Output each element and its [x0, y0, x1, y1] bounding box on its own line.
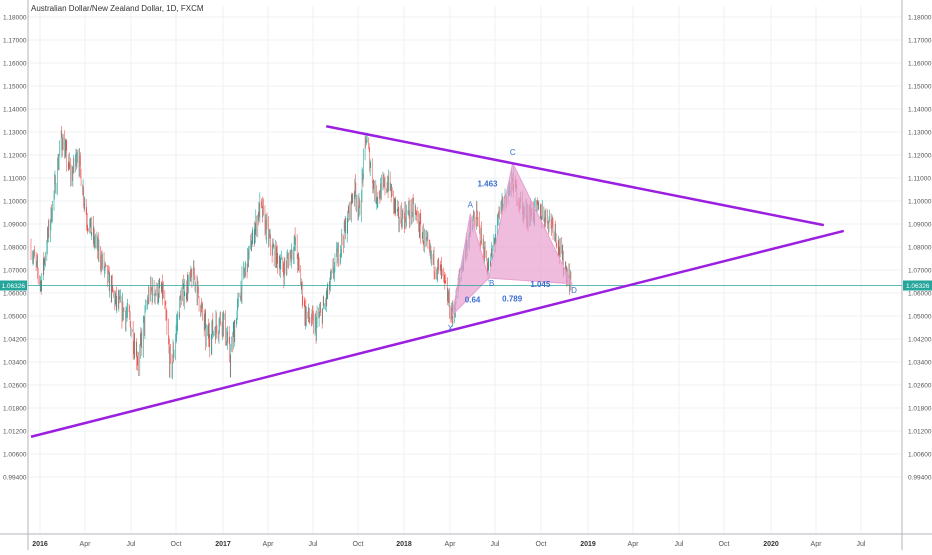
y-tick-label-left: 1.08000 — [3, 245, 27, 252]
y-tick-label-left: 1.11000 — [3, 176, 26, 183]
y-tick-label-right: 1.18000 — [908, 15, 932, 22]
x-tick-label: 2016 — [32, 541, 48, 548]
current-price-badge-right — [903, 280, 932, 291]
current-price-label-right: 1.06326 — [906, 283, 930, 290]
y-tick-label-left: 1.02600 — [3, 383, 27, 390]
y-tick-label-left: 1.15000 — [3, 84, 27, 91]
ratio-label-ac: 1.463 — [477, 179, 498, 188]
pattern-triangle-xab — [451, 213, 490, 317]
y-tick-label-right: 1.13000 — [908, 130, 932, 137]
y-tick-label-left: 1.13000 — [3, 130, 27, 137]
x-axis: 2016 Apr Jul Oct 2017 Apr Jul Oct 2018 Apr Jul Oct 2… — [32, 541, 866, 548]
y-tick-label-right: 1.15000 — [908, 84, 932, 91]
y-tick-label-left: 1.16000 — [3, 61, 27, 68]
ratio-label-xb: 0.64 — [465, 295, 481, 304]
pattern-labels: X A B C D 0.64 1.463 1.045 0.789 — [448, 148, 577, 333]
y-tick-label-left: 1.14000 — [3, 107, 27, 114]
y-tick-label-right: 1.02600 — [908, 383, 932, 390]
y-axis: 1.18000 1.18000 1.17000 1.17000 1.16000 1.160… — [0, 15, 932, 482]
x-tick-label: Apr — [811, 541, 823, 548]
pattern-point-b: B — [489, 279, 494, 288]
y-tick-label-right: 1.14000 — [908, 107, 932, 114]
y-tick-label-right: 1.17000 — [908, 38, 932, 45]
x-tick-label: Oct — [171, 541, 182, 548]
y-tick-label-right: 1.00600 — [908, 452, 932, 459]
y-tick-label-left: 1.17000 — [3, 38, 27, 45]
x-tick-label: Apr — [628, 541, 640, 548]
candles — [30, 125, 572, 380]
current-price-badge-left — [0, 280, 27, 291]
y-tick-label-right: 1.11000 — [908, 176, 931, 183]
trendline-lower — [30, 229, 845, 438]
y-tick-label-right: 1.01800 — [908, 406, 932, 413]
harmonic-pattern — [28, 161, 902, 317]
x-tick-label: Jul — [857, 541, 866, 548]
y-tick-label-right: 0.99400 — [908, 475, 932, 482]
y-tick-label-right: 1.05000 — [908, 314, 932, 321]
y-tick-label-right: 1.12000 — [908, 153, 932, 160]
y-tick-label-right: 1.07000 — [908, 268, 932, 275]
x-tick-label: Jul — [309, 541, 318, 548]
y-tick-label-left: 1.18000 — [3, 15, 27, 22]
x-tick-label: Oct — [353, 541, 364, 548]
y-tick-label-left: 1.05000 — [3, 314, 27, 321]
pattern-triangle-bcd — [488, 161, 573, 285]
x-tick-label: 2018 — [396, 541, 412, 548]
x-tick-label: Jul — [675, 541, 684, 548]
x-tick-label: Apr — [445, 541, 457, 548]
y-tick-label-right: 1.06000 — [908, 291, 932, 298]
y-tick-label-left: 1.03400 — [3, 360, 27, 367]
pattern-point-x: X — [448, 324, 454, 333]
y-tick-label-left: 1.09000 — [3, 222, 27, 229]
pattern-point-a: A — [468, 201, 474, 210]
x-tick-label: Oct — [536, 541, 547, 548]
y-tick-label-left: 1.07000 — [3, 268, 27, 275]
y-tick-label-left: 1.00600 — [3, 452, 27, 459]
y-tick-label-right: 1.04200 — [908, 337, 932, 344]
y-tick-label-left: 1.01200 — [3, 429, 27, 436]
ratio-label-xd: 0.789 — [502, 294, 523, 303]
x-tick-label: Jul — [491, 541, 500, 548]
pattern-point-c: C — [510, 148, 516, 157]
y-tick-label-right: 1.16000 — [908, 61, 932, 68]
current-price-label-left: 1.06326 — [2, 283, 26, 290]
y-tick-label-right: 1.09000 — [908, 222, 932, 229]
trendlines — [30, 125, 845, 438]
y-tick-label-left: 1.12000 — [3, 153, 27, 160]
y-tick-label-right: 1.03400 — [908, 360, 932, 367]
trendline-upper — [326, 125, 825, 227]
y-tick-label-right: 1.08000 — [908, 245, 932, 252]
x-tick-label: 2017 — [215, 541, 231, 548]
x-tick-label: Apr — [263, 541, 275, 548]
y-tick-label-left: 1.10000 — [3, 199, 27, 206]
y-tick-label-left: 1.06000 — [3, 291, 27, 298]
y-tick-label-left: 1.01800 — [3, 406, 27, 413]
y-tick-label-right: 1.10000 — [908, 199, 932, 206]
y-tick-label-left: 0.99400 — [3, 475, 27, 482]
ratio-label-bd: 1.045 — [530, 280, 551, 289]
chart-title: Australian Dollar/New Zealand Dollar, 1D… — [31, 4, 204, 13]
x-tick-label: Oct — [719, 541, 730, 548]
x-tick-label: 2019 — [580, 541, 596, 548]
x-tick-label: Apr — [80, 541, 92, 548]
pattern-point-d: D — [571, 286, 577, 295]
x-tick-label: Jul — [127, 541, 136, 548]
y-tick-label-right: 1.01200 — [908, 429, 932, 436]
x-tick-label: 2020 — [763, 541, 779, 548]
y-tick-label-left: 1.04200 — [3, 337, 27, 344]
